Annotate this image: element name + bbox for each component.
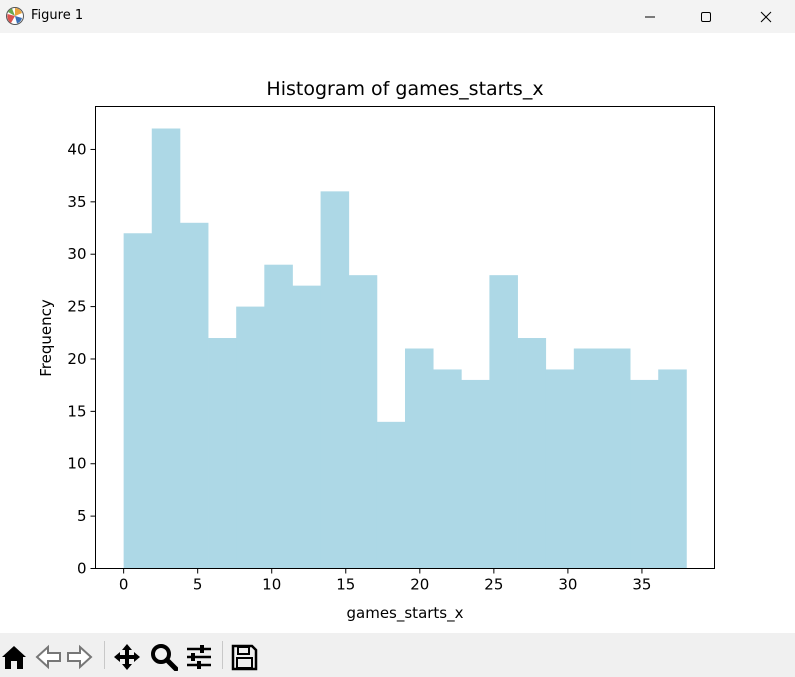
histogram-bar: [489, 275, 518, 569]
forward-icon[interactable]: [66, 643, 94, 671]
y-tick-label: 40: [67, 140, 86, 158]
navigation-toolbar: [0, 633, 795, 677]
plot-frame: [95, 106, 715, 569]
y-axis-label: Frequency: [37, 299, 55, 377]
matplotlib-app-icon: [6, 7, 24, 25]
x-tick-label: 15: [336, 576, 355, 594]
close-icon: [760, 11, 772, 22]
x-axis-label: games_starts_x: [347, 604, 464, 623]
y-tick-label: 10: [67, 455, 86, 473]
pan-icon[interactable]: [113, 643, 141, 671]
histogram-bar: [151, 128, 181, 569]
histogram-bar: [292, 285, 321, 569]
minimize-button[interactable]: [621, 0, 679, 33]
window-titlebar: Figure 1: [0, 0, 795, 33]
maximize-icon: [701, 11, 711, 22]
histogram-bar: [517, 338, 547, 569]
x-tick-label: 35: [632, 576, 651, 594]
histogram-bar: [123, 233, 153, 569]
x-tick-label: 20: [410, 576, 429, 594]
back-icon[interactable]: [34, 643, 62, 671]
save-icon[interactable]: [230, 643, 258, 671]
bars-group: [123, 128, 687, 569]
histogram-bar: [461, 379, 490, 569]
histogram-bar: [433, 369, 462, 569]
toolbar-separator: [222, 641, 223, 669]
histogram-bar: [320, 191, 350, 569]
histogram-bar: [601, 348, 631, 569]
histogram-bar: [630, 379, 659, 569]
y-tick-label: 0: [77, 560, 87, 578]
configure-icon[interactable]: [185, 643, 213, 671]
histogram-bar: [236, 306, 265, 569]
x-tick-label: 0: [119, 576, 129, 594]
y-tick-label: 5: [77, 507, 87, 525]
y-ticks-group: 0 5 10 15 20 25 30 35 40: [67, 140, 96, 578]
x-tick-label: 10: [262, 576, 281, 594]
x-tick-label: 5: [193, 576, 203, 594]
window-title: Figure 1: [31, 8, 84, 23]
close-button[interactable]: [737, 0, 795, 33]
histogram-bar: [264, 264, 293, 569]
histogram-bar: [405, 348, 434, 569]
histogram-bar: [179, 222, 209, 569]
x-ticks-group: 0 5 10 15 20 25 30 35: [119, 568, 651, 594]
x-tick-label: 25: [484, 576, 503, 594]
toolbar-separator: [104, 641, 105, 669]
y-tick-label: 25: [67, 298, 86, 316]
histogram-bar: [376, 421, 406, 569]
maximize-button[interactable]: [677, 0, 735, 33]
chart-title: Histogram of games_starts_x: [266, 78, 543, 100]
minimize-icon: [645, 16, 655, 17]
histogram-bar: [545, 369, 575, 569]
histogram-bar: [658, 369, 687, 569]
y-tick-label: 35: [67, 193, 86, 211]
home-icon[interactable]: [0, 643, 28, 671]
histogram-bar: [208, 338, 237, 569]
y-tick-label: 20: [67, 350, 86, 368]
histogram-bar: [573, 348, 603, 569]
histogram-bar: [348, 275, 378, 569]
zoom-icon[interactable]: [150, 643, 178, 671]
y-tick-label: 15: [67, 402, 86, 420]
x-tick-label: 30: [558, 576, 577, 594]
figure-canvas: Histogram of games_starts_x 0 5 10 15 20 25 30…: [0, 33, 795, 633]
histogram-chart: Histogram of games_starts_x 0 5 10 15 20 25 30…: [37, 78, 715, 623]
y-tick-label: 30: [67, 245, 86, 263]
